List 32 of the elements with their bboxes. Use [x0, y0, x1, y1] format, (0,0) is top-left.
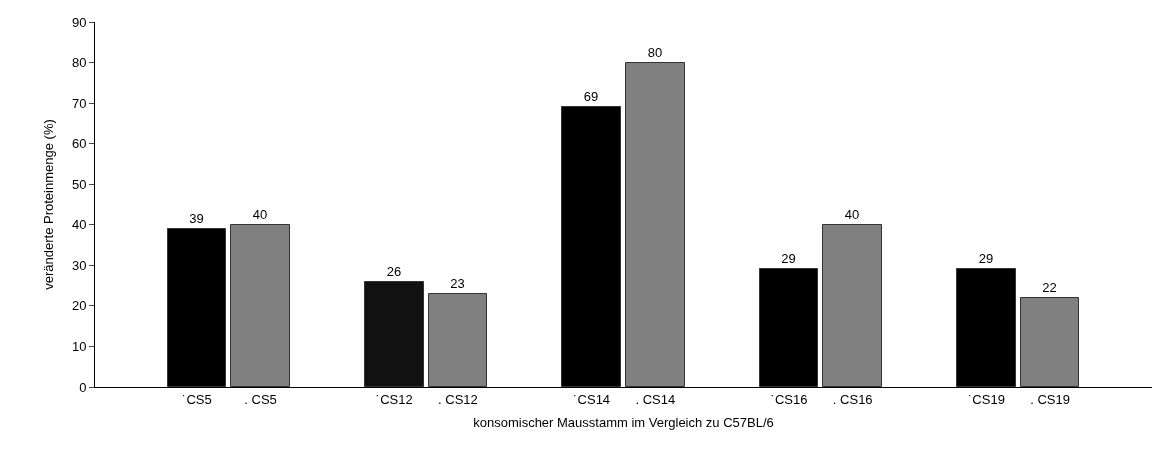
- data-label: 29: [781, 250, 796, 266]
- x-axis-title: konsomischer Mausstamm im Vergleich zu C57BL/6: [473, 415, 774, 431]
- x-tick-label: . CS19: [1030, 391, 1070, 407]
- x-tick-label: ˙CS16: [770, 391, 808, 407]
- y-tick-label: 30: [71, 257, 87, 273]
- x-tick-label: . CS16: [832, 391, 873, 407]
- y-tick-label: 60: [71, 136, 87, 152]
- y-axis-title: veränderte Proteinmenge (%): [40, 119, 56, 290]
- y-tick-label: 10: [71, 338, 87, 354]
- y-tick-label: 80: [71, 55, 87, 71]
- data-label: 40: [844, 206, 860, 222]
- data-label: 26: [386, 263, 402, 279]
- y-tick-label: 20: [71, 298, 87, 314]
- data-label: 39: [189, 210, 204, 226]
- x-tick-label: . CS5: [244, 391, 277, 407]
- data-label: 69: [583, 88, 599, 104]
- y-tick-label: 90: [71, 14, 87, 30]
- y-tick-label: 0: [79, 379, 87, 395]
- data-label: 22: [1042, 279, 1057, 295]
- x-tick-label: ˙CS19: [968, 391, 1005, 407]
- data-label: 29: [978, 250, 994, 266]
- x-tick-label: ˙CS14: [573, 391, 611, 407]
- y-tick-label: 40: [71, 217, 87, 233]
- data-label: 23: [450, 275, 465, 291]
- data-label: 80: [647, 44, 663, 60]
- y-tick-label: 70: [71, 95, 87, 111]
- data-label: 40: [252, 206, 268, 222]
- x-tick-label: . CS12: [438, 391, 478, 407]
- x-tick-label: ˙CS5: [182, 391, 212, 407]
- x-tick-label: ˙CS12: [375, 391, 413, 407]
- y-tick-label: 50: [71, 176, 87, 192]
- x-tick-label: . CS14: [635, 391, 676, 407]
